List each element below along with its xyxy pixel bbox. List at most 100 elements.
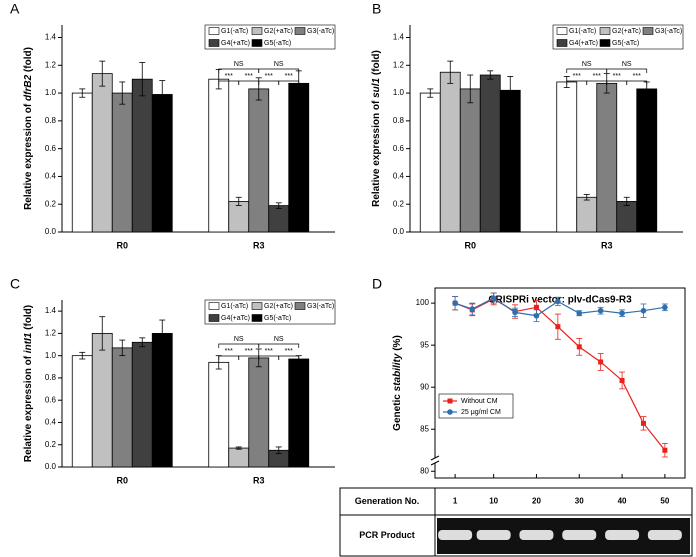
bar: [208, 78, 230, 233]
error-bar: [427, 88, 434, 98]
y-tick-label: 0.8: [45, 373, 57, 382]
legend-label: G3(-aTc): [307, 28, 334, 35]
legend-swatch: [251, 27, 263, 35]
x-axis-label: Generation No.: [355, 496, 420, 506]
x-tick-label: 50: [660, 497, 669, 506]
error-bar: [487, 70, 494, 80]
error-bar: [119, 81, 126, 105]
significance-label: ***: [225, 73, 233, 80]
legend-swatch: [251, 302, 263, 310]
significance-bracket: [626, 80, 648, 85]
y-tick-label: 95: [420, 340, 429, 349]
error-bar: [467, 74, 474, 104]
bar: [131, 78, 153, 233]
bar: [228, 201, 250, 233]
legend-marker: [447, 409, 453, 415]
y-tick-label: 1.2: [45, 329, 57, 338]
gel-band: [647, 530, 682, 540]
point: [576, 310, 583, 317]
y-tick-label: 0.4: [393, 172, 405, 181]
y-axis-label: Relative expression of sul1 (fold): [371, 50, 382, 207]
significance-label: ***: [245, 348, 253, 355]
gel-band: [519, 530, 554, 540]
point: [452, 300, 458, 306]
significance-label: ***: [285, 73, 293, 80]
y-tick-label: 80: [420, 466, 429, 475]
error-bar: [623, 196, 630, 207]
y-tick-label: 0.2: [45, 440, 57, 449]
bar: [459, 88, 481, 233]
significance-label: NS: [274, 61, 284, 68]
legend-label: G5(-aTc): [612, 40, 639, 47]
y-tick-label: 1.2: [45, 60, 57, 69]
error-bar: [235, 446, 242, 450]
point: [597, 307, 604, 314]
legend-label: G3(-aTc): [655, 28, 682, 35]
error-bar: [159, 80, 166, 109]
point: [662, 304, 668, 311]
bar: [596, 82, 618, 233]
axis-break-gap: [432, 458, 438, 463]
x-tick-label: 20: [532, 497, 541, 506]
point: [640, 420, 646, 426]
legend-label: G4(+aTc): [221, 315, 250, 322]
y-tick-label: 1.0: [45, 88, 57, 97]
bar: [228, 447, 250, 468]
point: [533, 312, 540, 319]
significance-label: NS: [234, 61, 244, 68]
significance-label: ***: [245, 73, 253, 80]
bar: [616, 201, 638, 233]
legend-label: G1(-aTc): [221, 28, 248, 35]
bar: [131, 341, 153, 468]
legend-swatch: [294, 27, 306, 35]
significance-bracket: [258, 343, 300, 348]
point: [598, 359, 604, 365]
y-tick-label: 0.2: [45, 199, 57, 208]
panel-label: A: [10, 1, 20, 17]
point: [490, 295, 497, 301]
point: [533, 304, 539, 310]
legend-swatch: [208, 302, 220, 310]
legend-box: [438, 393, 514, 419]
y-tick-label: 0.8: [393, 116, 405, 125]
y-tick-label: 0.4: [45, 418, 57, 427]
x-tick-label: R0: [464, 240, 476, 250]
gel-band: [562, 530, 597, 540]
significance-label: ***: [613, 73, 621, 80]
panel-label: D: [372, 276, 382, 292]
error-bar: [99, 60, 106, 87]
gel-label: PCR Product: [359, 530, 415, 540]
error-bar: [119, 339, 126, 357]
y-tick-label: 1.0: [393, 88, 405, 97]
gel-band: [605, 530, 640, 540]
significance-label: ***: [265, 73, 273, 80]
error-bar: [79, 88, 86, 98]
point: [555, 324, 561, 330]
point: [555, 298, 561, 305]
legend-label: G1(-aTc): [569, 28, 596, 35]
legend-label: G2(+aTc): [264, 28, 293, 35]
bar: [71, 355, 93, 468]
point: [619, 377, 625, 383]
significance-label: ***: [265, 348, 273, 355]
x-tick-label: R3: [253, 240, 265, 250]
y-tick-label: 0.2: [393, 199, 405, 208]
bar: [91, 73, 113, 233]
x-tick-label: 1: [453, 497, 458, 506]
bar: [499, 89, 521, 233]
y-axis-label: Relative expression of intI1 (fold): [23, 305, 34, 462]
significance-bracket: [258, 68, 300, 73]
bar: [248, 88, 270, 233]
error-bar: [235, 196, 242, 207]
y-tick-label: 1.4: [45, 33, 57, 42]
point: [576, 344, 582, 350]
error-bar: [139, 337, 146, 348]
x-tick-label: 30: [575, 497, 584, 506]
x-tick-label: 10: [489, 497, 498, 506]
error-bar: [275, 446, 282, 455]
error-bar: [447, 60, 454, 84]
y-tick-label: 100: [416, 298, 430, 307]
x-tick-label: R3: [601, 240, 613, 250]
significance-label: ***: [593, 73, 601, 80]
legend-label: G2(+aTc): [612, 28, 641, 35]
